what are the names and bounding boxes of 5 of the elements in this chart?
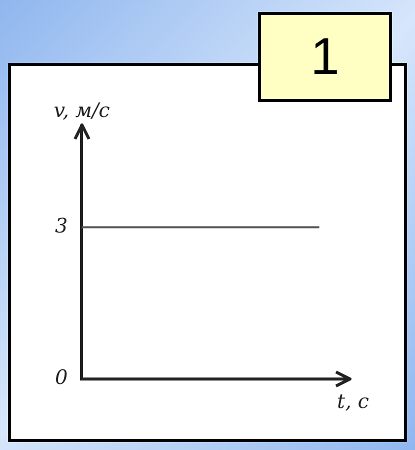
x-axis-title: t, с xyxy=(337,389,369,414)
y-tick-label: 3 xyxy=(54,213,68,238)
y-axis-title: v, м/с xyxy=(54,98,110,122)
text: 1 xyxy=(258,12,392,102)
y-tick-label: 0 xyxy=(54,365,68,390)
